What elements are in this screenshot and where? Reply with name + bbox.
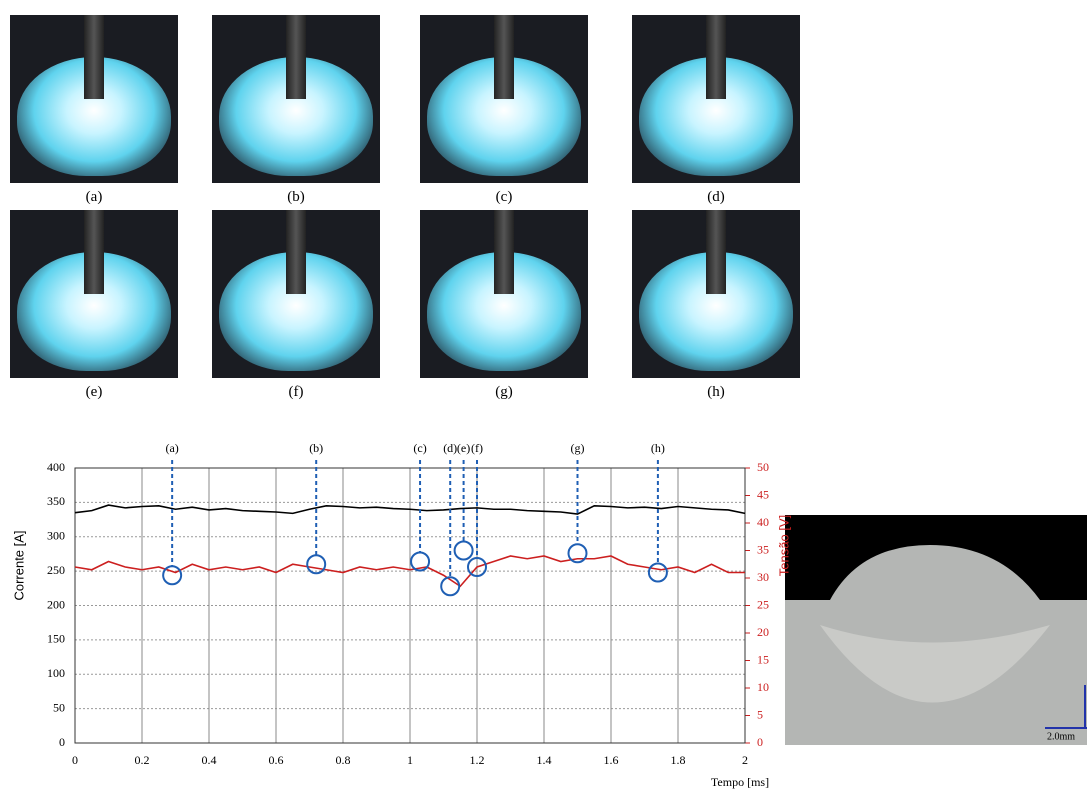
annotation-label: (a): [165, 441, 178, 455]
torch: [285, 15, 307, 99]
photo: [10, 15, 178, 183]
photo: [10, 210, 178, 378]
torch: [83, 15, 105, 99]
y-tick-label: 200: [47, 597, 65, 611]
photo: [420, 210, 588, 378]
torch: [285, 210, 307, 294]
annotation-label: (e): [457, 441, 470, 455]
annotation-label: (g): [571, 441, 585, 455]
x-tick-label: 1: [407, 753, 413, 767]
torch: [705, 15, 727, 99]
y-tick-label: 150: [47, 632, 65, 646]
photo-label: (h): [707, 384, 725, 400]
photo-label: (d): [707, 189, 725, 205]
x-tick-label: 0.6: [269, 753, 284, 767]
photo: [632, 210, 800, 378]
y-tick-label: 250: [47, 563, 65, 577]
y2-tick-label: 25: [757, 597, 769, 611]
annotation-label: (f): [471, 441, 483, 455]
x-tick-label: 1.6: [604, 753, 619, 767]
scale-label: 2.0mm: [1047, 731, 1075, 742]
annotation-label: (d): [443, 441, 457, 455]
plot-frame: [74, 467, 746, 744]
annotation-marker: [306, 554, 327, 575]
x-axis-label: Tempo [ms]: [711, 775, 769, 789]
photo-label: (g): [495, 384, 513, 400]
y2-tick-label: 20: [757, 625, 769, 639]
torch: [83, 210, 105, 294]
annotation-label: (b): [309, 441, 323, 455]
annotation-label: (h): [651, 441, 665, 455]
y2-axis-label: Tensão [V]: [776, 515, 791, 576]
x-tick-label: 0.4: [202, 753, 217, 767]
y-tick-label: 350: [47, 494, 65, 508]
x-tick-label: 0.8: [336, 753, 351, 767]
torch: [493, 15, 515, 99]
annotation-marker: [647, 562, 668, 583]
photo-label: (e): [85, 384, 103, 400]
x-tick-label: 0.2: [135, 753, 150, 767]
y2-tick-label: 30: [757, 570, 769, 584]
y-tick-label: 100: [47, 666, 65, 680]
photo: [632, 15, 800, 183]
x-tick-label: 1.4: [537, 753, 552, 767]
series-line: [74, 504, 746, 515]
annotation-marker: [162, 565, 183, 586]
photo-label: (c): [495, 189, 513, 205]
y-tick-label: 0: [59, 735, 65, 749]
x-tick-label: 1.2: [470, 753, 485, 767]
y2-tick-label: 5: [757, 707, 763, 721]
torch: [493, 210, 515, 294]
photo-label: (f): [288, 384, 304, 400]
fusion-zone: [820, 625, 1050, 703]
annotation-marker: [453, 540, 474, 561]
y2-tick-label: 40: [757, 515, 769, 529]
y-tick-label: 300: [47, 529, 65, 543]
y2-tick-label: 15: [757, 652, 769, 666]
annotation-marker: [410, 551, 431, 572]
y-tick-label: 50: [53, 700, 65, 714]
photo: [212, 15, 380, 183]
x-tick-label: 1.8: [671, 753, 686, 767]
photo-label: (b): [287, 189, 305, 205]
y2-tick-label: 45: [757, 487, 769, 501]
y2-tick-label: 35: [757, 542, 769, 556]
y2-tick-label: 0: [757, 735, 763, 749]
y2-tick-label: 10: [757, 680, 769, 694]
annotation-marker: [467, 557, 487, 577]
torch: [705, 210, 727, 294]
annotation-label: (c): [413, 441, 426, 455]
annotation-marker: [567, 543, 588, 564]
y-axis-label: Corrente [A]: [11, 530, 26, 600]
x-tick-label: 0: [72, 753, 78, 767]
series-line: [74, 555, 745, 588]
annotation-marker: [440, 576, 461, 597]
photo: [212, 210, 380, 378]
x-tick-label: 2: [742, 753, 748, 767]
y2-tick-label: 50: [757, 460, 769, 474]
photo: [420, 15, 588, 183]
y-tick-label: 400: [47, 460, 65, 474]
photo-label: (a): [85, 189, 103, 205]
